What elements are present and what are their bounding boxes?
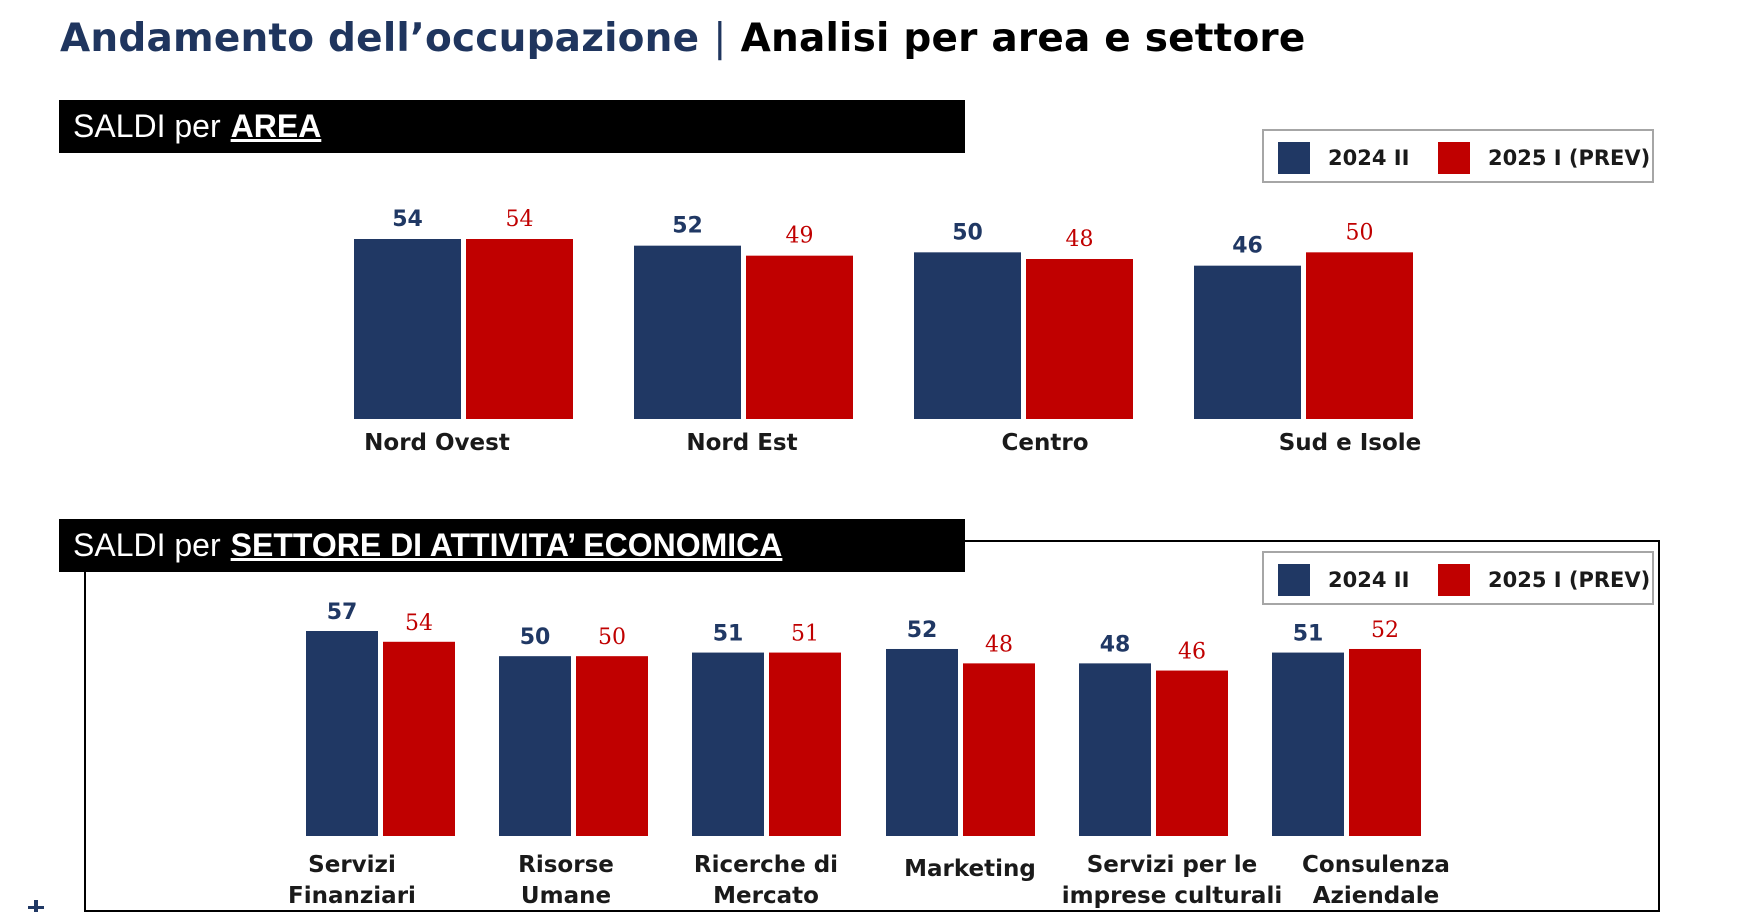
bar-2025 — [1156, 670, 1228, 836]
value-label-2025: 48 — [1066, 227, 1094, 252]
value-label-2024: 52 — [907, 618, 938, 643]
section-header-highlight: AREA — [230, 108, 322, 144]
section-header-area: SALDI per AREA — [59, 100, 965, 153]
bar-2024 — [354, 239, 461, 419]
legend-label-2025: 2025 I (PREV) — [1488, 568, 1651, 592]
category-label: imprese culturali — [1062, 883, 1282, 909]
category-label: Nord Ovest — [364, 430, 510, 456]
bar-2024 — [1079, 663, 1151, 836]
bar-2024 — [1194, 265, 1301, 419]
legend-label-2025: 2025 I (PREV) — [1488, 146, 1651, 170]
category-label: Consulenza — [1302, 852, 1450, 878]
value-label-2024: 52 — [672, 214, 703, 239]
bar-2024 — [1272, 652, 1344, 836]
page-title-sub: Analisi per area e settore — [740, 16, 1306, 61]
value-label-2024: 54 — [392, 207, 423, 232]
category-label: Mercato — [713, 883, 819, 909]
value-label-2024: 50 — [520, 625, 551, 650]
category-label: Ricerche di — [694, 852, 838, 878]
bar-2024 — [914, 252, 1021, 419]
page-title-separator: | — [713, 16, 727, 61]
value-label-2024: 57 — [327, 600, 358, 625]
bar-2024 — [634, 245, 741, 419]
legend-item-2024: 2024 II — [1278, 563, 1409, 597]
bar-2024 — [306, 631, 378, 836]
legend-swatch-2024 — [1278, 564, 1310, 596]
section-header-prefix: SALDI per — [73, 108, 221, 144]
value-label-2025: 52 — [1371, 618, 1399, 643]
bar-2025 — [963, 663, 1035, 836]
bar-2025 — [383, 641, 455, 836]
value-label-2025: 50 — [1346, 220, 1374, 245]
category-label: Nord Est — [686, 430, 797, 456]
category-label: Centro — [1002, 430, 1089, 456]
bar-2025 — [466, 239, 573, 419]
bar-2025 — [769, 652, 841, 836]
legend-label-2024: 2024 II — [1328, 146, 1410, 170]
bar-2024 — [499, 656, 571, 836]
bar-2025 — [576, 656, 648, 836]
value-label-2024: 51 — [1293, 622, 1324, 647]
legend-item-2024: 2024 II — [1278, 141, 1409, 175]
bar-2024 — [886, 648, 958, 836]
bar-2024 — [692, 652, 764, 836]
page-title: Andamento dell’occupazione | Analisi per a… — [60, 16, 1306, 61]
section-header-prefix: SALDI per — [73, 527, 221, 563]
value-label-2025: 49 — [786, 224, 814, 249]
section-header-sector: SALDI per SETTORE DI ATTIVITA’ ECONOMICA — [59, 519, 965, 572]
category-label: Servizi per le — [1087, 852, 1258, 878]
legend-area: 2024 II 2025 I (PREV) — [1262, 129, 1654, 183]
legend-item-2025: 2025 I (PREV) — [1438, 141, 1650, 175]
category-label: Finanziari — [288, 883, 416, 909]
category-label: Marketing — [904, 856, 1036, 882]
category-label: Sud e Isole — [1279, 430, 1422, 456]
legend-swatch-2025 — [1438, 564, 1470, 596]
bar-2025 — [1306, 252, 1413, 419]
value-label-2024: 48 — [1100, 632, 1131, 657]
value-label-2024: 50 — [952, 220, 983, 245]
value-label-2025: 48 — [985, 632, 1013, 657]
corner-logo-mark — [28, 900, 44, 912]
value-label-2025: 51 — [791, 622, 819, 647]
bar-2025 — [1026, 259, 1133, 419]
value-label-2025: 54 — [405, 611, 433, 636]
category-label: Aziendale — [1313, 883, 1440, 909]
page-title-main: Andamento dell’occupazione — [60, 16, 700, 61]
value-label-2024: 46 — [1232, 234, 1263, 259]
legend-swatch-2025 — [1438, 142, 1470, 174]
value-label-2025: 54 — [506, 207, 534, 232]
category-label: Servizi — [308, 852, 396, 878]
value-label-2025: 46 — [1178, 640, 1206, 665]
bar-2025 — [1349, 648, 1421, 836]
legend-sector: 2024 II 2025 I (PREV) — [1262, 551, 1654, 605]
legend-swatch-2024 — [1278, 142, 1310, 174]
legend-item-2025: 2025 I (PREV) — [1438, 563, 1650, 597]
legend-label-2024: 2024 II — [1328, 568, 1410, 592]
category-label: Umane — [521, 883, 611, 909]
value-label-2024: 51 — [713, 622, 744, 647]
category-label: Risorse — [518, 852, 614, 878]
bar-2025 — [746, 255, 853, 419]
value-label-2025: 50 — [598, 625, 626, 650]
section-header-highlight: SETTORE DI ATTIVITA’ ECONOMICA — [230, 527, 783, 563]
